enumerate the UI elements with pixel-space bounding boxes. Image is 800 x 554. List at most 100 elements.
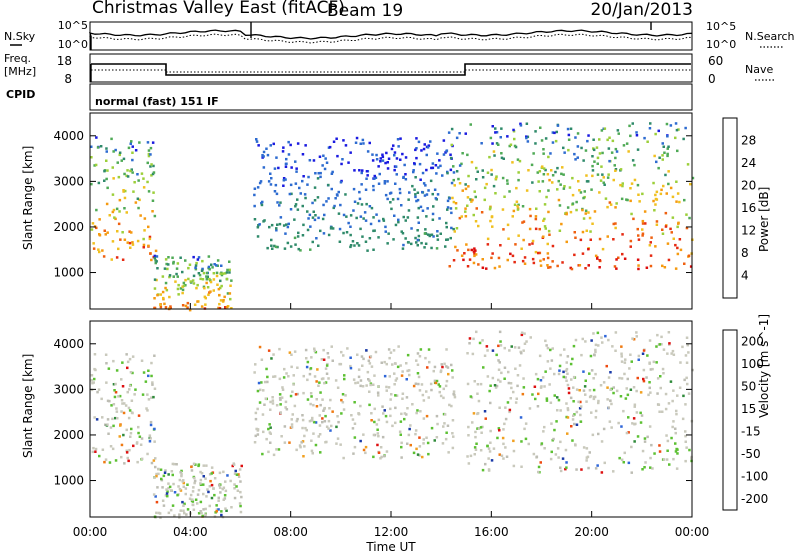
heatmap-cell	[431, 218, 435, 221]
heatmap-cell	[365, 384, 368, 387]
heatmap-cell	[331, 359, 334, 362]
heatmap-cell	[611, 345, 614, 348]
heatmap-cell	[359, 227, 362, 231]
heatmap-cell	[587, 211, 590, 214]
heatmap-cell	[186, 306, 189, 309]
heatmap-cell	[598, 266, 601, 269]
heatmap-cell	[512, 449, 516, 453]
heatmap-cell	[179, 489, 183, 492]
heatmap-cell	[447, 372, 450, 376]
heatmap-cell	[213, 477, 217, 480]
heatmap-cell	[395, 173, 398, 176]
heatmap-cell	[420, 383, 424, 386]
heatmap-cell	[422, 442, 425, 445]
heatmap-cell	[186, 508, 190, 511]
heatmap-cell	[316, 368, 319, 371]
heatmap-cell	[202, 285, 206, 289]
heatmap-cell	[322, 154, 325, 157]
heatmap-cell	[500, 371, 503, 375]
heatmap-cell	[684, 403, 687, 406]
heatmap-cell	[373, 374, 376, 377]
heatmap-cell	[311, 452, 314, 455]
heatmap-cell	[435, 436, 439, 439]
heatmap-cell	[608, 201, 612, 204]
heatmap-cell	[573, 152, 576, 156]
heatmap-cell	[188, 497, 192, 500]
heatmap-cell	[302, 223, 305, 227]
heatmap-cell	[133, 393, 136, 396]
heatmap-cell	[107, 367, 111, 370]
heatmap-cell	[260, 381, 263, 384]
heatmap-cell	[405, 413, 408, 416]
heatmap-cell	[623, 361, 627, 364]
heatmap-cell	[546, 346, 550, 350]
heatmap-cell	[621, 184, 624, 188]
heatmap-cell	[427, 348, 431, 351]
heatmap-cell	[273, 190, 277, 193]
heatmap-cell	[600, 336, 603, 339]
heatmap-cell	[630, 471, 633, 474]
heatmap-cell	[523, 427, 526, 431]
heatmap-cell	[288, 351, 292, 354]
heatmap-cell	[377, 236, 380, 239]
heatmap-cell	[395, 377, 399, 380]
heatmap-cell	[205, 464, 208, 467]
heatmap-cell	[262, 430, 265, 434]
heatmap-cell	[393, 154, 396, 157]
heatmap-cell	[401, 232, 405, 235]
heatmap-cell	[200, 305, 204, 308]
heatmap-cell	[383, 360, 386, 364]
heatmap-cell	[584, 340, 587, 343]
heatmap-cell	[167, 511, 171, 515]
heatmap-cell	[367, 359, 371, 362]
heatmap-cell	[379, 446, 383, 449]
heatmap-cell	[637, 267, 640, 271]
heatmap-cell	[238, 502, 242, 505]
heatmap-cell	[545, 344, 548, 347]
heatmap-cell	[632, 417, 636, 420]
heatmap-cell	[212, 289, 215, 292]
heatmap-cell	[455, 170, 459, 173]
heatmap-cell	[344, 144, 348, 147]
heatmap-cell	[330, 187, 333, 191]
heatmap-cell	[452, 390, 456, 393]
heatmap-cell	[601, 247, 605, 251]
heatmap-cell	[302, 374, 305, 378]
heatmap-cell	[561, 457, 565, 460]
heatmap-cell	[477, 224, 480, 228]
heatmap-cell	[595, 146, 599, 149]
heatmap-cell	[319, 175, 322, 179]
heatmap-cell	[105, 150, 108, 153]
heatmap-cell	[389, 414, 392, 418]
heatmap-cell	[653, 452, 656, 455]
heatmap-cell	[108, 461, 112, 464]
heatmap-cell	[101, 249, 104, 252]
heatmap-cell	[278, 393, 282, 396]
heatmap-cell	[376, 432, 380, 435]
heatmap-cell	[374, 350, 378, 354]
heatmap-cell	[542, 235, 545, 238]
heatmap-cell	[414, 236, 417, 240]
heatmap-cell	[411, 403, 414, 406]
heatmap-cell	[557, 372, 561, 376]
heatmap-cell	[684, 440, 687, 443]
heatmap-cell	[502, 428, 505, 431]
heatmap-cell	[385, 362, 388, 366]
heatmap-cell	[405, 396, 409, 399]
heatmap-cell	[157, 472, 160, 476]
heatmap-cell	[626, 198, 629, 202]
freq-strip-frame	[89, 53, 693, 83]
heatmap-cell	[146, 141, 150, 144]
heatmap-cell	[195, 286, 198, 290]
nsearch-trace	[89, 33, 693, 44]
heatmap-cell	[481, 339, 484, 342]
heatmap-cell	[399, 420, 403, 423]
heatmap-cell	[473, 380, 476, 383]
heatmap-cell	[418, 355, 422, 358]
heatmap-cell	[572, 400, 575, 403]
heatmap-cell	[446, 208, 449, 211]
heatmap-cell	[404, 237, 407, 240]
heatmap-cell	[95, 418, 99, 421]
heatmap-cell	[488, 155, 491, 159]
heatmap-cell	[516, 204, 519, 208]
